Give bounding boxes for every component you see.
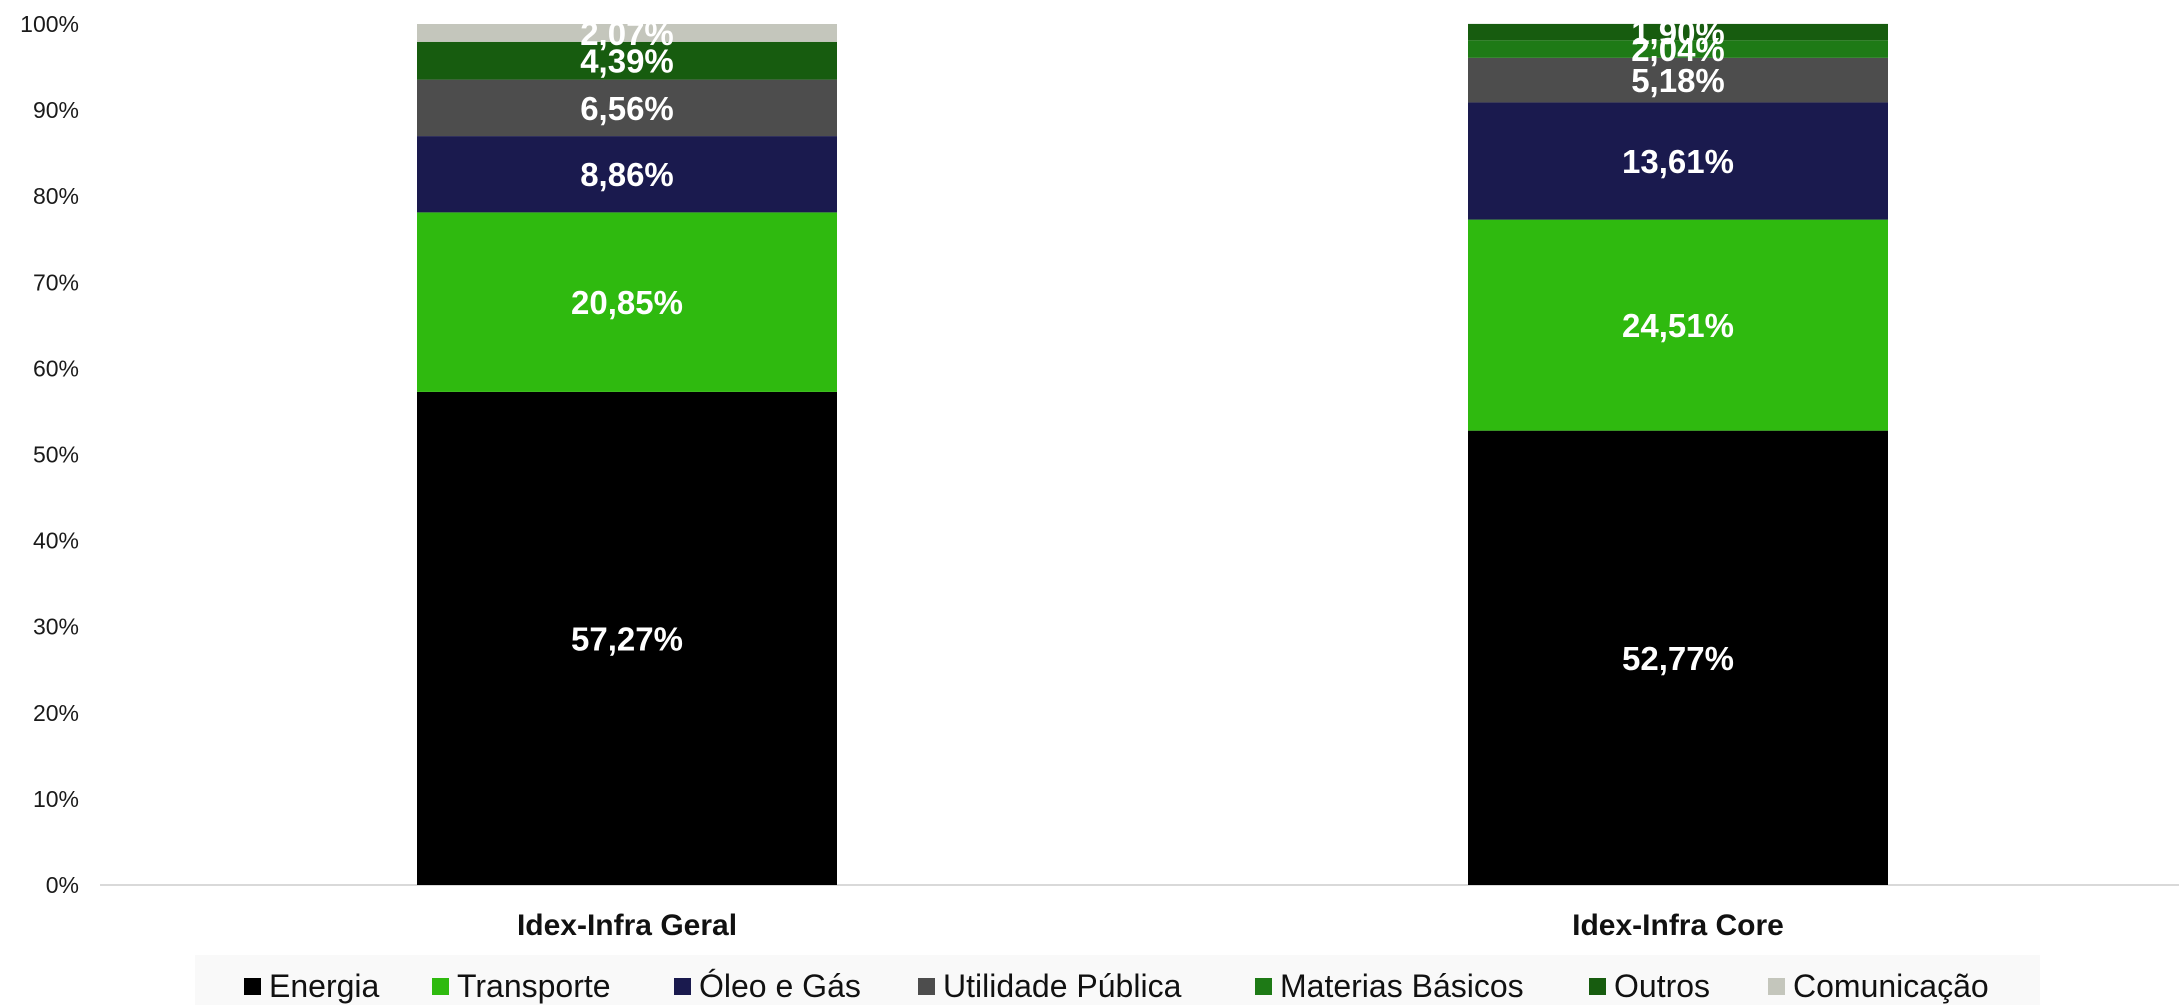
legend-label: Materias Básicos <box>1280 968 1524 1004</box>
legend-swatch <box>1768 978 1785 995</box>
data-label: 2,04% <box>1631 31 1725 68</box>
legend-swatch <box>244 978 261 995</box>
y-tick-label: 0% <box>46 872 79 898</box>
bar-segment <box>417 391 837 885</box>
bar-segment <box>1468 102 1888 220</box>
legend-background <box>195 955 2040 1005</box>
data-label: 1,90% <box>1631 14 1725 51</box>
data-label: 13,61% <box>1622 143 1734 180</box>
y-tick-label: 100% <box>20 11 79 37</box>
legend-swatch <box>918 978 935 995</box>
data-label: 4,39% <box>580 43 674 80</box>
data-label: 6,56% <box>580 90 674 127</box>
bar-segment <box>417 79 837 137</box>
data-label: 20,85% <box>571 284 683 321</box>
y-tick-label: 70% <box>33 269 79 295</box>
bar-segment <box>1468 57 1888 103</box>
bar-segment <box>417 41 837 80</box>
bar-segment <box>1468 40 1888 58</box>
legend-label: Outros <box>1614 968 1710 1004</box>
data-label: 5,18% <box>1631 62 1725 99</box>
data-label: 8,86% <box>580 156 674 193</box>
legend-label: Óleo e Gás <box>699 968 861 1004</box>
data-label: 52,77% <box>1622 640 1734 677</box>
legend-swatch <box>432 978 449 995</box>
y-axis-ticks: 0% 10% 20% 30% 40% 50% 60% 70% 80% 90% 100% <box>20 11 79 898</box>
y-tick-label: 20% <box>33 700 79 726</box>
y-tick-label: 30% <box>33 614 79 640</box>
legend-label: Utilidade Pública <box>943 968 1182 1004</box>
legend-swatch <box>1589 978 1606 995</box>
data-label: 57,27% <box>571 620 683 657</box>
y-tick-label: 50% <box>33 442 79 468</box>
bar-segment <box>417 136 837 213</box>
category-labels: Idex-Infra Geral Idex-Infra Core <box>517 909 1784 942</box>
bar-segment <box>1468 430 1888 885</box>
legend-label: Transporte <box>457 968 611 1004</box>
legend: Energia Transporte Óleo e Gás Utilidade Púb… <box>244 968 1989 1004</box>
legend-swatch <box>674 978 691 995</box>
data-labels: 57,27% 20,85% 8,86% 6,56% 4,39%2,07% 52,77% 24… <box>571 14 1734 677</box>
bars <box>417 23 1888 885</box>
y-tick-label: 90% <box>33 97 79 123</box>
bar-segment <box>1468 23 1888 41</box>
legend-label: Comunicação <box>1793 968 1989 1004</box>
legend-label: Energia <box>269 968 380 1004</box>
bar-segment <box>417 24 837 42</box>
bar-segment <box>1468 219 1888 431</box>
data-label: 24,51% <box>1622 307 1734 344</box>
y-tick-label: 10% <box>33 786 79 812</box>
y-tick-label: 40% <box>33 528 79 554</box>
y-tick-label: 80% <box>33 183 79 209</box>
bar-segment <box>417 212 837 392</box>
category-label: Idex-Infra Geral <box>517 909 737 942</box>
y-tick-label: 60% <box>33 355 79 381</box>
category-label: Idex-Infra Core <box>1572 909 1784 942</box>
legend-swatch <box>1255 978 1272 995</box>
data-label: 2,07% <box>580 15 674 52</box>
